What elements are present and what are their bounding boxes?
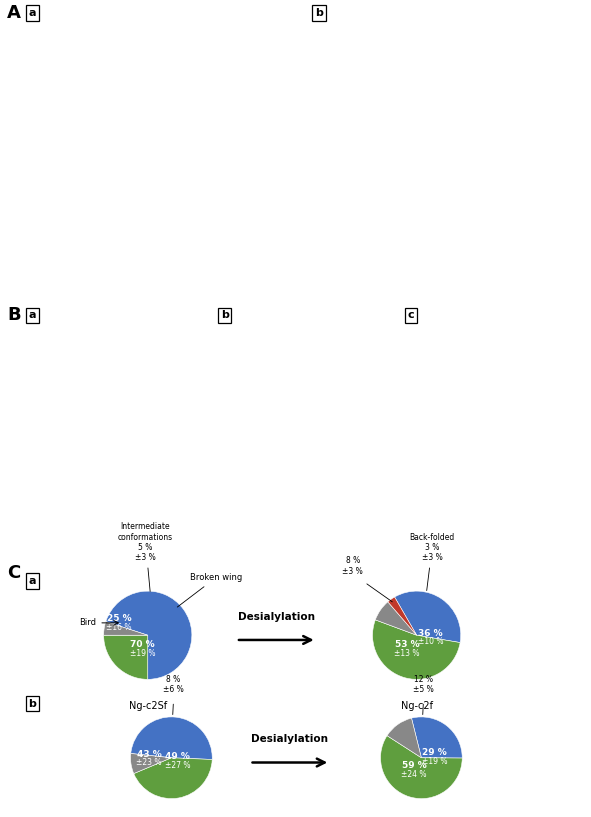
Text: b: b	[28, 699, 37, 708]
Text: ±24 %: ±24 %	[401, 770, 427, 779]
Text: ±10 %: ±10 %	[418, 637, 443, 646]
Text: Back-folded
3 %
±3 %: Back-folded 3 % ±3 %	[410, 533, 454, 591]
Text: 49 %: 49 %	[165, 752, 190, 761]
Text: 12 %
±5 %: 12 % ±5 %	[413, 675, 434, 694]
Text: C: C	[7, 564, 20, 582]
Text: b: b	[315, 8, 323, 18]
Text: a: a	[29, 576, 36, 586]
Text: B: B	[7, 306, 21, 324]
Wedge shape	[375, 602, 417, 636]
Text: ±13 %: ±13 %	[394, 650, 420, 659]
Wedge shape	[372, 620, 460, 679]
Wedge shape	[388, 597, 417, 636]
Text: a: a	[29, 8, 36, 18]
Wedge shape	[131, 753, 171, 774]
Text: b: b	[220, 310, 229, 320]
Text: 70 %: 70 %	[130, 641, 155, 650]
Text: ±19 %: ±19 %	[422, 757, 447, 766]
Text: ±19 %: ±19 %	[129, 650, 155, 659]
Text: ±23 %: ±23 %	[136, 758, 162, 767]
Wedge shape	[134, 758, 212, 798]
Text: ±27 %: ±27 %	[165, 761, 191, 770]
Text: 36 %: 36 %	[418, 628, 443, 637]
Text: 8 %
±6 %: 8 % ±6 %	[163, 675, 184, 694]
Text: 53 %: 53 %	[395, 641, 419, 650]
Text: A: A	[7, 4, 21, 22]
Text: c: c	[407, 310, 414, 320]
Text: Bird: Bird	[79, 618, 118, 627]
Text: a: a	[29, 310, 36, 320]
Wedge shape	[106, 592, 192, 680]
Wedge shape	[103, 622, 148, 636]
Text: Desialylation: Desialylation	[251, 734, 329, 744]
Text: 43 %: 43 %	[137, 750, 161, 759]
Wedge shape	[395, 592, 461, 643]
Text: Broken wing: Broken wing	[177, 574, 242, 607]
Wedge shape	[387, 718, 421, 758]
Wedge shape	[131, 717, 212, 760]
Text: Intermediate
conformations
5 %
±3 %: Intermediate conformations 5 % ±3 %	[118, 522, 173, 592]
Text: 29 %: 29 %	[422, 748, 447, 757]
Wedge shape	[381, 735, 462, 798]
Wedge shape	[411, 717, 462, 758]
Text: Desialylation: Desialylation	[238, 612, 315, 622]
Text: 8 %
±3 %: 8 % ±3 %	[342, 556, 363, 576]
Text: ±16 %: ±16 %	[106, 623, 132, 632]
Wedge shape	[103, 635, 148, 680]
Text: 59 %: 59 %	[402, 761, 426, 770]
Text: Ng-c2f: Ng-c2f	[401, 701, 433, 712]
Text: Ng-c2Sf: Ng-c2Sf	[129, 701, 167, 712]
Text: 25 %: 25 %	[107, 614, 131, 623]
